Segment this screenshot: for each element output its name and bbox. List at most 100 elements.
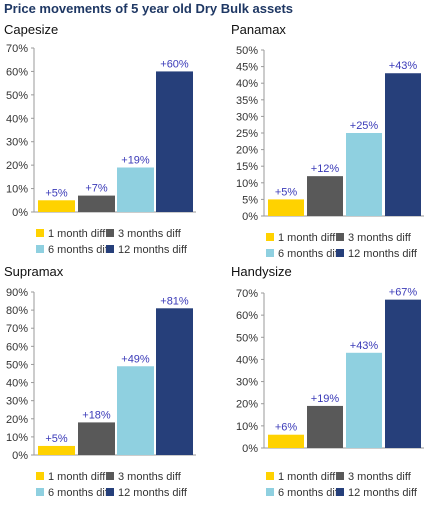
handysize-legend-label-1: 1 month diff [278, 471, 336, 483]
handysize-y-tick-label: 10% [236, 421, 258, 433]
capesize-legend-swatch-4 [106, 245, 114, 253]
panamax-legend-swatch-4 [336, 249, 344, 257]
panamax-legend-swatch-1 [266, 233, 274, 241]
supramax-data-label: +5% [45, 433, 68, 445]
handysize-legend-swatch-4 [336, 488, 344, 496]
supramax-legend-swatch-2 [106, 472, 114, 480]
panamax-y-tick-label: 25% [236, 128, 258, 140]
supramax-bar-2 [78, 422, 115, 455]
supramax-y-tick-label: 10% [6, 432, 28, 444]
panamax-chart: Panamax 0% 5% 10% 15% 20% 25% 30% 35% 40% 45% 50% +5… [231, 22, 424, 260]
capesize-legend-swatch-1 [36, 229, 44, 237]
capesize-y-tick-label: 50% [6, 90, 28, 102]
supramax-y-tick-label: 80% [6, 305, 28, 317]
capesize-y-tick-label: 30% [6, 137, 28, 149]
handysize-legend-label-3: 6 months diff [278, 487, 342, 499]
supramax-legend-swatch-4 [106, 488, 114, 496]
capesize-legend-swatch-3 [36, 245, 44, 253]
capesize-legend-label-2: 3 months diff [118, 228, 182, 240]
handysize-legend-label-2: 3 months diff [348, 471, 412, 483]
capesize-data-label: +5% [45, 187, 68, 199]
capesize-title: Capesize [4, 22, 58, 37]
handysize-y-tick-label: 50% [236, 332, 258, 344]
capesize-bar-1 [38, 200, 75, 212]
handysize-data-label: +67% [389, 287, 418, 299]
panamax-legend-swatch-2 [336, 233, 344, 241]
capesize-data-label: +19% [121, 154, 150, 166]
handysize-y-tick-label: 40% [236, 354, 258, 366]
capesize-legend-label-4: 12 months diff [118, 244, 188, 256]
supramax-bar-3 [117, 366, 154, 455]
supramax-y-tick-label: 30% [6, 396, 28, 408]
handysize-y-tick-label: 70% [236, 288, 258, 300]
panamax-data-label: +5% [275, 186, 298, 198]
capesize-y-tick-label: 10% [6, 184, 28, 196]
capesize-bar-3 [117, 167, 154, 212]
panamax-bar-2 [307, 176, 343, 216]
supramax-data-label: +18% [82, 409, 111, 421]
page-title: Price movements of 5 year old Dry Bulk a… [4, 1, 294, 16]
panamax-y-tick-label: 40% [236, 78, 258, 90]
supramax-y-tick-label: 40% [6, 378, 28, 390]
panamax-legend-label-2: 3 months diff [348, 232, 412, 244]
panamax-bar-4 [385, 73, 421, 217]
supramax-y-tick-label: 90% [6, 287, 28, 299]
panamax-data-label: +12% [311, 163, 340, 175]
capesize-bar-2 [78, 195, 115, 212]
handysize-legend-label-4: 12 months diff [348, 487, 418, 499]
capesize-bar-4 [156, 71, 193, 212]
handysize-y-tick-label: 0% [242, 443, 258, 455]
capesize-y-tick-label: 70% [6, 43, 28, 55]
panamax-title: Panamax [231, 22, 286, 37]
handysize-legend-swatch-3 [266, 488, 274, 496]
capesize-chart: Capesize 0% 10% 20% 30% 40% 50% 60% 70% +5% +7% +19… [4, 22, 196, 256]
capesize-y-tick-label: 20% [6, 160, 28, 172]
capesize-y-tick-label: 60% [6, 66, 28, 78]
handysize-data-label: +6% [275, 422, 298, 434]
capesize-data-label: +60% [160, 58, 189, 70]
panamax-bar-1 [268, 199, 304, 216]
supramax-y-tick-label: 70% [6, 323, 28, 335]
handysize-bar-1 [268, 434, 304, 448]
capesize-legend-label-3: 6 months diff [48, 244, 112, 256]
panamax-data-label: +25% [350, 120, 379, 132]
panamax-y-tick-label: 35% [236, 95, 258, 107]
panamax-y-tick-label: 15% [236, 161, 258, 173]
supramax-chart: Supramax 0% 10% 20% 30% 40% 50% 60% 70% 80% 90% +5%… [4, 264, 196, 499]
handysize-title: Handysize [231, 264, 292, 279]
panamax-y-tick-label: 0% [242, 211, 258, 223]
handysize-bar-3 [346, 352, 382, 448]
capesize-data-label: +7% [85, 183, 108, 195]
supramax-y-tick-label: 0% [12, 450, 28, 462]
supramax-legend-label-1: 1 month diff [48, 471, 106, 483]
handysize-legend-swatch-2 [336, 472, 344, 480]
panamax-y-tick-label: 20% [236, 145, 258, 157]
panamax-y-tick-label: 10% [236, 178, 258, 190]
panamax-y-tick-label: 30% [236, 111, 258, 123]
panamax-bar-3 [346, 133, 382, 216]
panamax-y-tick-label: 5% [242, 194, 258, 206]
panamax-data-label: +43% [389, 60, 418, 72]
supramax-bar-4 [156, 308, 193, 455]
handysize-bar-4 [385, 299, 421, 448]
capesize-legend-swatch-2 [106, 229, 114, 237]
supramax-y-tick-label: 20% [6, 414, 28, 426]
supramax-y-tick-label: 60% [6, 341, 28, 353]
supramax-title: Supramax [4, 264, 64, 279]
supramax-legend-label-3: 6 months diff [48, 487, 112, 499]
handysize-bar-2 [307, 405, 343, 448]
supramax-data-label: +49% [121, 353, 150, 365]
panamax-y-tick-label: 50% [236, 45, 258, 57]
capesize-legend-label-1: 1 month diff [48, 228, 106, 240]
capesize-y-tick-label: 40% [6, 113, 28, 125]
panamax-legend-swatch-3 [266, 249, 274, 257]
supramax-legend-label-4: 12 months diff [118, 487, 188, 499]
supramax-bar-1 [38, 445, 75, 455]
handysize-y-tick-label: 30% [236, 377, 258, 389]
handysize-chart: Handysize 0% 10% 20% 30% 40% 50% 60% 70% +6% +19% +… [231, 264, 424, 499]
panamax-legend-label-3: 6 months diff [278, 248, 342, 260]
handysize-legend-swatch-1 [266, 472, 274, 480]
handysize-data-label: +19% [311, 393, 340, 405]
supramax-y-tick-label: 50% [6, 359, 28, 371]
